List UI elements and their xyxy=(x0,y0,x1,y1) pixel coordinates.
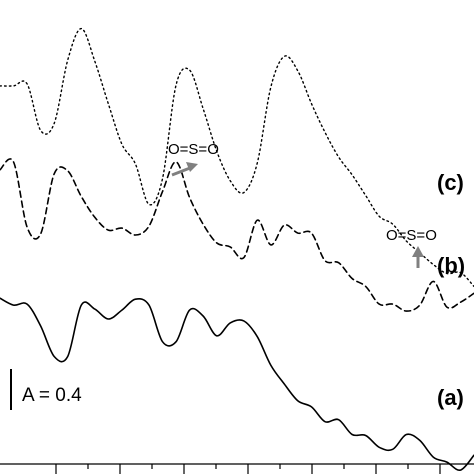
label-curve-b: (b) xyxy=(437,253,465,278)
spectrum-line-b xyxy=(0,158,474,312)
so2-arrowhead-2 xyxy=(412,246,424,257)
so2-label-1: O=S=O xyxy=(168,141,219,158)
x-axis xyxy=(0,463,474,474)
label-curve-a: (a) xyxy=(437,385,464,410)
so2-annotation-1: O=S=O xyxy=(168,141,219,177)
label-curve-c: (c) xyxy=(437,170,464,195)
so2-annotation-2: O=S=O xyxy=(386,227,437,268)
so2-arrow-1 xyxy=(171,166,191,177)
spectrum-traces xyxy=(0,27,474,471)
so2-arrowhead-1 xyxy=(186,162,198,172)
scale-bar: A = 0.4 xyxy=(10,369,82,410)
spectrum-line-a xyxy=(0,297,474,471)
so2-label-2: O=S=O xyxy=(386,227,437,244)
x-axis-ticks xyxy=(55,464,441,474)
spectrum-line-c xyxy=(0,27,474,288)
scale-bar-label: A = 0.4 xyxy=(22,385,82,406)
